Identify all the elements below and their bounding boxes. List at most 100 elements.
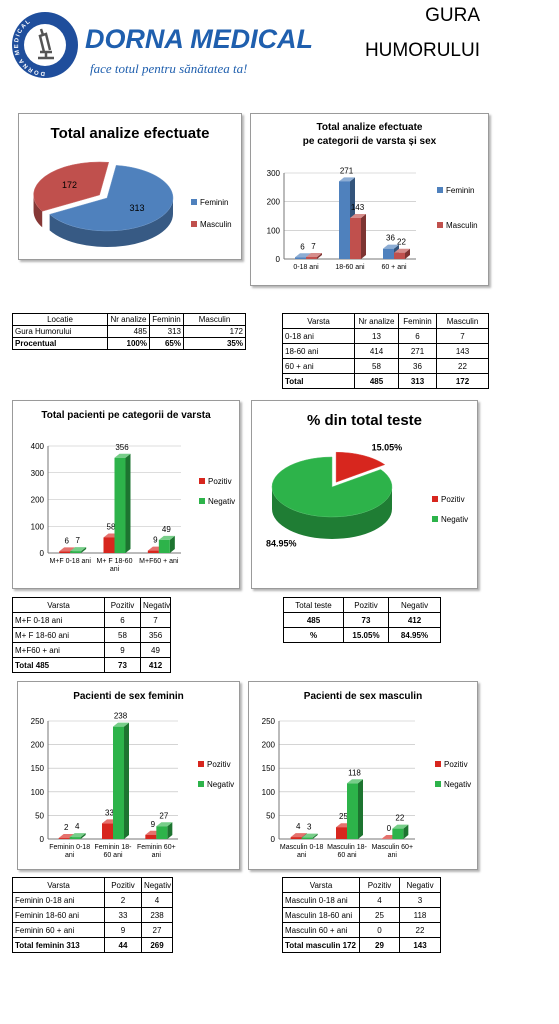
- table-cell: 271: [398, 343, 437, 359]
- table-cell: 73: [104, 657, 141, 673]
- legend-swatch: [198, 761, 204, 767]
- bar-top: [306, 252, 322, 257]
- table-cell: 58: [104, 627, 141, 643]
- y-tick-label: 300: [267, 169, 281, 178]
- bar: [350, 218, 361, 259]
- table-cell: Total: [282, 373, 355, 389]
- chart-panel: Pacienti de sex masculin 0 50 100 150 200 250 4…: [248, 681, 478, 870]
- table-cell: 4: [141, 892, 173, 908]
- chart-panel: Total analize efectuate 313 172 Feminin Masc…: [18, 113, 242, 260]
- x-tick-label: Masculin 60+ ani: [371, 844, 414, 859]
- table-cell: 172: [183, 325, 246, 338]
- logo-icon: [38, 28, 54, 60]
- y-tick-label: 100: [267, 226, 281, 235]
- table-row: 18-60 ani 414 271 143: [282, 343, 489, 359]
- table-row: Procentual 100% 65% 35%: [12, 337, 246, 350]
- bar: [336, 827, 347, 839]
- table-cell: Total feminin 313: [12, 937, 105, 953]
- table-cell: 36: [398, 358, 437, 374]
- bar-top: [301, 833, 318, 838]
- table-cell: 485: [107, 325, 150, 338]
- table-row: % 15.05% 84.95%: [283, 627, 441, 643]
- table-header-cell: Pozitiv: [104, 877, 142, 893]
- bar-top: [290, 833, 307, 838]
- bar-side: [405, 248, 410, 259]
- table-header-cell: Negativ: [399, 877, 441, 893]
- bar-side: [80, 833, 86, 839]
- table-cell: M+ F 18-60 ani: [12, 627, 105, 643]
- table-cell: 269: [141, 937, 173, 953]
- table-row: Gura Humorului 485 313 172: [12, 325, 246, 338]
- legend-swatch: [199, 478, 205, 484]
- table-cell: Feminin 18-60 ani: [12, 907, 105, 923]
- table-header-cell: Nr analize: [354, 313, 399, 329]
- chart-title: Pacienti de sex masculin: [304, 691, 422, 702]
- chart: Total pacienti pe categorii de varsta 0 10…: [31, 410, 235, 558]
- bar-side: [312, 833, 318, 839]
- table-cell: M+F60 + ani: [12, 642, 105, 658]
- bar: [58, 838, 70, 839]
- bar-top: [394, 248, 410, 253]
- table-header-cell: Pozitiv: [104, 597, 141, 613]
- table-row: 0-18 ani 13 6 7: [282, 328, 489, 344]
- table-header-row: Varsta Pozitiv Negativ: [12, 877, 173, 893]
- chart-title: Total analize efectuate: [317, 122, 423, 133]
- table-cell: 22: [399, 922, 441, 938]
- data-label: 9: [151, 820, 156, 829]
- table-cell: 73: [343, 612, 389, 628]
- table-cell: 7: [140, 612, 171, 628]
- table-cell: %: [283, 627, 344, 643]
- table-row: Total 485 73 412: [12, 657, 171, 673]
- chart: Total analize efectuate 313 172 Feminin Masc…: [33, 125, 232, 248]
- bar-top: [347, 779, 363, 784]
- table-row: Feminin 60 + ani 9 27: [12, 922, 173, 938]
- table-row: Total 485 313 172: [282, 373, 489, 389]
- table-row: Total masculin 172 29 143: [282, 937, 441, 953]
- legend-swatch: [198, 781, 204, 787]
- bar: [59, 551, 71, 553]
- table-cell: 414: [354, 343, 399, 359]
- data-label: 9: [153, 536, 158, 545]
- table-cell: 49: [140, 642, 171, 658]
- table-cell: 22: [436, 358, 489, 374]
- bar: [156, 826, 168, 839]
- table-header-cell: Nr analize: [107, 313, 150, 326]
- chart-subtitle: pe categorii de varsta și sex: [303, 136, 437, 147]
- legend-label: Feminin: [200, 198, 228, 207]
- table-cell: 118: [399, 907, 441, 923]
- table-cell: 485: [354, 373, 399, 389]
- bar-top: [69, 833, 86, 838]
- bar-side: [125, 453, 131, 553]
- data-label: 3: [307, 823, 312, 832]
- table-cell: Masculin 18-60 ani: [282, 907, 360, 923]
- table-header-cell: Varsta: [12, 877, 105, 893]
- x-tick-label: 0-18 ani: [293, 264, 319, 271]
- bar-top: [70, 547, 87, 552]
- table-cell: 412: [140, 657, 171, 673]
- bar: [392, 828, 404, 839]
- table-header-row: Varsta Pozitiv Negativ: [12, 597, 171, 613]
- y-tick-label: 400: [31, 442, 45, 451]
- bar: [70, 551, 82, 553]
- table-cell: 313: [398, 373, 437, 389]
- table-header-cell: Total teste: [283, 597, 344, 613]
- table-cell: 143: [436, 343, 489, 359]
- y-tick-label: 100: [31, 788, 45, 797]
- bar: [347, 783, 358, 839]
- legend-label: Pozitiv: [444, 760, 468, 769]
- table-cell: Masculin 60 + ani: [282, 922, 360, 938]
- table-cell: Procentual: [12, 337, 108, 350]
- legend-swatch: [432, 516, 438, 522]
- table-cell: Total 485: [12, 657, 105, 673]
- data-label: 238: [114, 712, 128, 721]
- data-table: Varsta Pozitiv Negativ Masculin 0-18 ani 4 3 M…: [282, 877, 441, 953]
- bar-side: [167, 822, 173, 839]
- data-table: Varsta Pozitiv Negativ Feminin 0-18 ani 2 4 Fe…: [12, 877, 173, 953]
- table-header-row: Locatie Nr analize Feminin Masculin: [12, 313, 246, 326]
- chart-panel: % din total teste 15.05% 84.95% Pozitiv Nega…: [251, 400, 478, 589]
- y-tick-label: 0: [40, 549, 45, 558]
- chart-title: Total analize efectuate: [51, 125, 210, 142]
- data-label: 7: [75, 536, 80, 545]
- table-row: Masculin 0-18 ani 4 3: [282, 892, 441, 908]
- bar-top: [158, 535, 175, 540]
